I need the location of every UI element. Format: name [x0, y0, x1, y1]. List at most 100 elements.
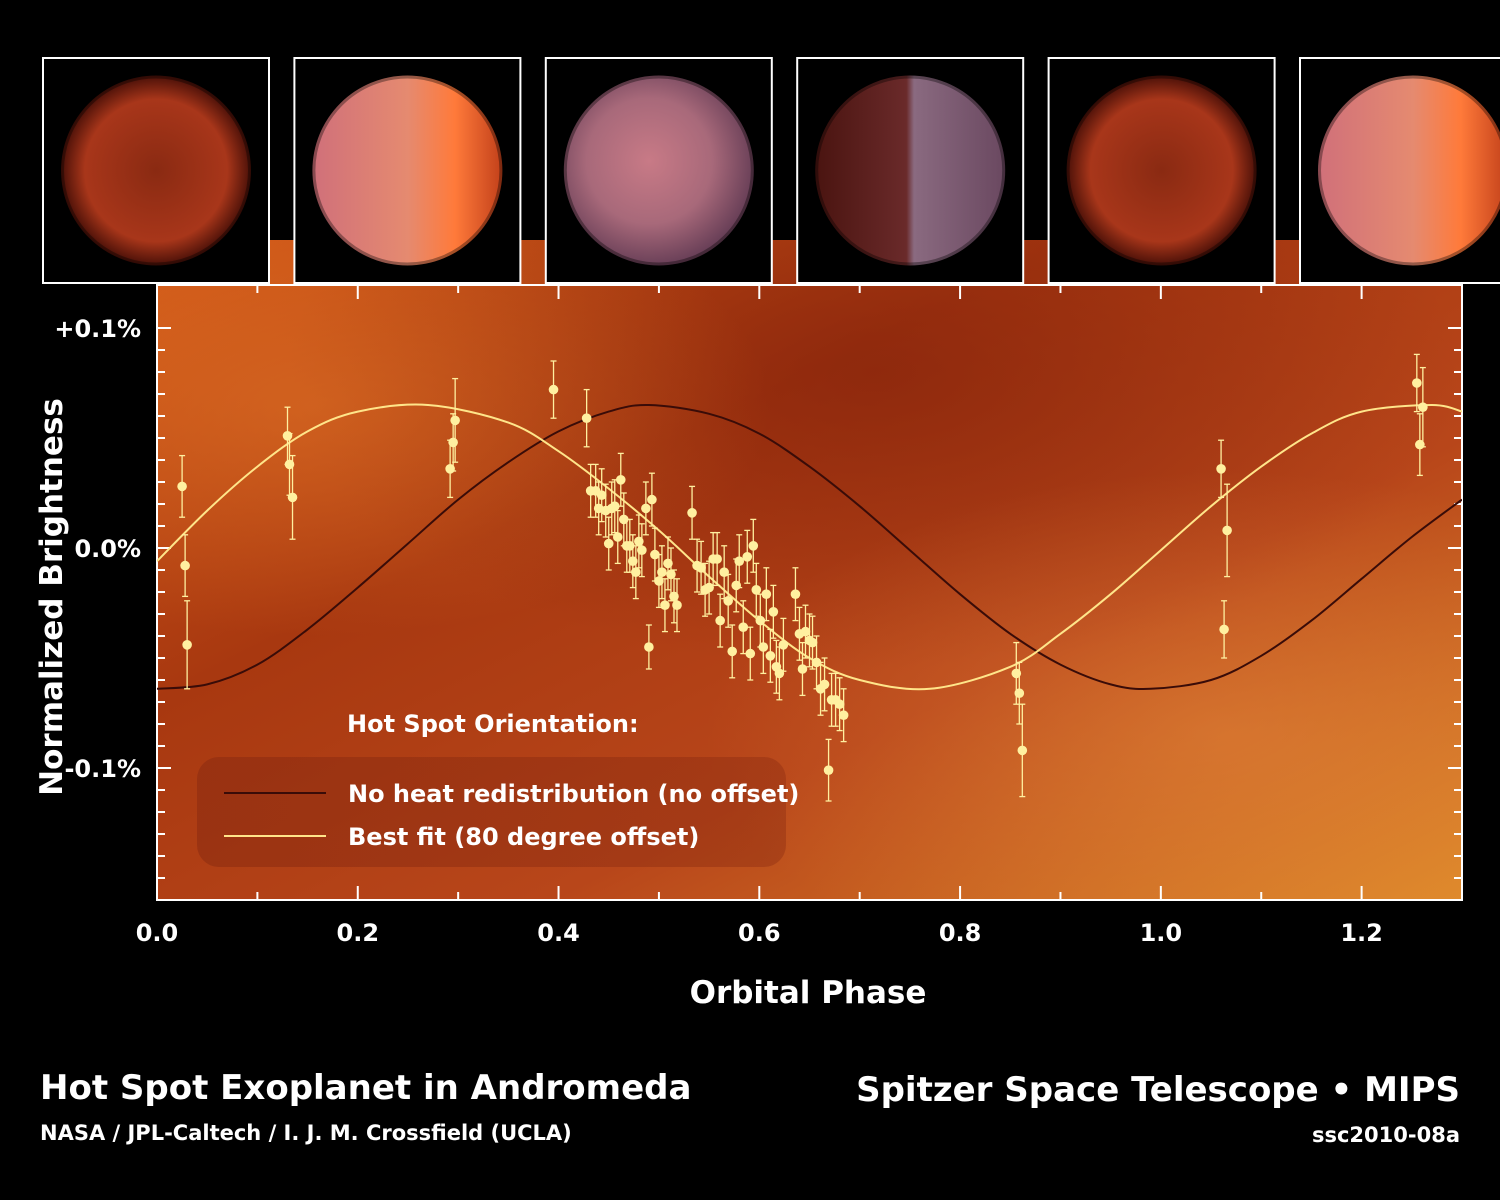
data-marker	[282, 431, 293, 441]
data-point	[723, 573, 733, 628]
data-marker	[834, 699, 845, 709]
planet-limb	[1063, 72, 1260, 269]
data-marker	[1412, 378, 1422, 388]
no-offset-curve	[157, 403, 1462, 690]
data-marker	[448, 437, 458, 448]
axis-ticks	[157, 285, 1462, 900]
data-marker	[612, 532, 623, 542]
data-point	[1418, 366, 1428, 448]
data-marker	[790, 589, 801, 599]
planet-disc	[312, 75, 503, 266]
data-marker	[696, 563, 706, 573]
data-marker	[644, 642, 654, 652]
data-marker	[742, 552, 753, 562]
data-marker	[734, 556, 745, 566]
y-axis-label: Normalized Brightness	[34, 398, 70, 796]
data-point	[778, 617, 789, 672]
data-marker	[180, 560, 190, 571]
data-point	[751, 562, 762, 617]
data-marker	[1017, 745, 1028, 756]
data-point	[1216, 439, 1226, 499]
data-marker	[631, 567, 641, 577]
data-marker	[727, 646, 738, 657]
data-marker	[811, 657, 822, 668]
data-marker	[774, 668, 785, 679]
data-point	[641, 481, 651, 536]
planet-view-4	[796, 57, 1025, 284]
planet-disc	[61, 75, 251, 266]
data-marker	[778, 640, 789, 650]
data-marker	[450, 415, 460, 426]
planet-view-3	[544, 57, 773, 284]
data-point	[657, 545, 667, 600]
data-marker	[765, 651, 776, 661]
data-marker	[712, 554, 722, 564]
data-point	[1412, 353, 1422, 413]
data-point	[1017, 703, 1028, 798]
data-point	[761, 567, 772, 622]
data-marker	[748, 541, 759, 551]
data-point	[715, 593, 725, 648]
planet-limb	[1315, 72, 1500, 269]
data-point	[838, 688, 849, 743]
x-tick-label: 1.2	[1340, 919, 1383, 947]
x-tick-label: 0.0	[136, 919, 179, 947]
x-tick-label: 1.0	[1140, 919, 1183, 947]
data-point	[696, 540, 706, 595]
data-points	[177, 353, 1428, 802]
data-marker	[641, 503, 651, 514]
legend-entry-no-offset: No heat redistribution (no offset)	[348, 780, 799, 808]
planet-disc	[563, 75, 754, 266]
data-point	[742, 529, 753, 584]
y-tick-label: 0.0%	[74, 535, 141, 563]
y-tick-label: +0.1%	[54, 315, 141, 343]
data-point	[660, 578, 670, 633]
data-marker	[819, 679, 830, 690]
y-tick-label: -0.1%	[64, 755, 141, 783]
planet-view-6	[1299, 57, 1500, 284]
data-point	[823, 738, 834, 802]
legend-box	[197, 757, 786, 867]
data-point	[287, 454, 298, 540]
data-point	[644, 624, 654, 670]
planet-view-5	[1047, 57, 1276, 284]
data-marker	[704, 582, 714, 593]
data-marker	[758, 642, 769, 652]
figure-credit: NASA / JPL-Caltech / I. J. M. Crossfield…	[40, 1121, 572, 1145]
y-tick-labels: +0.1% 0.0% -0.1%	[54, 315, 141, 783]
data-point	[1222, 483, 1232, 578]
data-marker	[800, 626, 811, 637]
figure-image-id: ssc2010-08a	[1311, 1123, 1460, 1147]
data-point	[834, 677, 845, 732]
data-point	[768, 584, 779, 639]
data-point	[765, 628, 776, 683]
data-point	[581, 388, 592, 448]
data-marker	[637, 545, 647, 555]
data-point	[790, 567, 801, 622]
data-marker	[581, 413, 592, 424]
data-point	[180, 534, 190, 598]
data-marker	[182, 640, 192, 650]
planet-view-1	[42, 57, 270, 284]
data-marker	[723, 596, 733, 606]
data-marker	[650, 549, 660, 560]
planet-limb	[812, 72, 1009, 269]
data-marker	[596, 490, 607, 501]
data-point	[797, 641, 808, 697]
data-marker	[838, 710, 849, 720]
data-point	[745, 626, 756, 681]
data-marker	[1014, 688, 1025, 698]
data-point	[734, 534, 745, 589]
data-point	[647, 472, 657, 527]
data-marker	[797, 664, 808, 674]
data-marker	[807, 637, 818, 648]
planet-view-strip	[42, 57, 1500, 284]
data-point	[637, 523, 647, 578]
planet-limb	[309, 72, 506, 269]
data-marker	[751, 585, 762, 595]
data-marker	[1216, 464, 1226, 474]
data-point	[738, 600, 749, 655]
data-marker	[745, 648, 756, 659]
legend-entry-best-fit: Best fit (80 degree offset)	[348, 823, 699, 851]
planet-disc	[815, 75, 1006, 266]
